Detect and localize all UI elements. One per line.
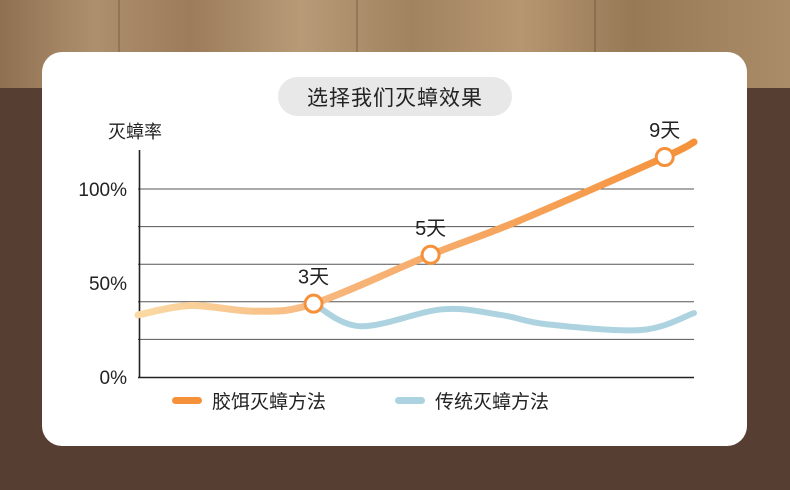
y-axis-label: 灭蟑率 (108, 122, 162, 142)
data-point-label: 3天 (298, 267, 329, 289)
series-line-traditional (310, 300, 697, 334)
data-point-label: 5天 (415, 218, 446, 240)
chart-title: 选择我们灭蟑效果 (278, 77, 512, 116)
y-tick-label: 100% (78, 180, 127, 201)
legend-item-bait: 胶饵灭蟑方法 (172, 386, 326, 414)
data-point-marker (654, 147, 675, 168)
legend-swatch-bait (172, 396, 202, 404)
series-line-bait (134, 138, 698, 319)
data-point-marker (420, 244, 441, 265)
y-tick-label: 50% (89, 274, 127, 295)
legend-label-traditional: 传统灭蟑方法 (435, 390, 550, 413)
data-point-label: 9天 (649, 120, 680, 142)
legend-item-traditional: 传统灭蟑方法 (395, 386, 549, 414)
legend-swatch-traditional (395, 396, 425, 404)
y-tick-label: 0% (100, 368, 128, 389)
legend-label-bait: 胶饵灭蟑方法 (212, 390, 327, 413)
chart-card (42, 52, 747, 446)
data-point-marker (303, 293, 324, 314)
